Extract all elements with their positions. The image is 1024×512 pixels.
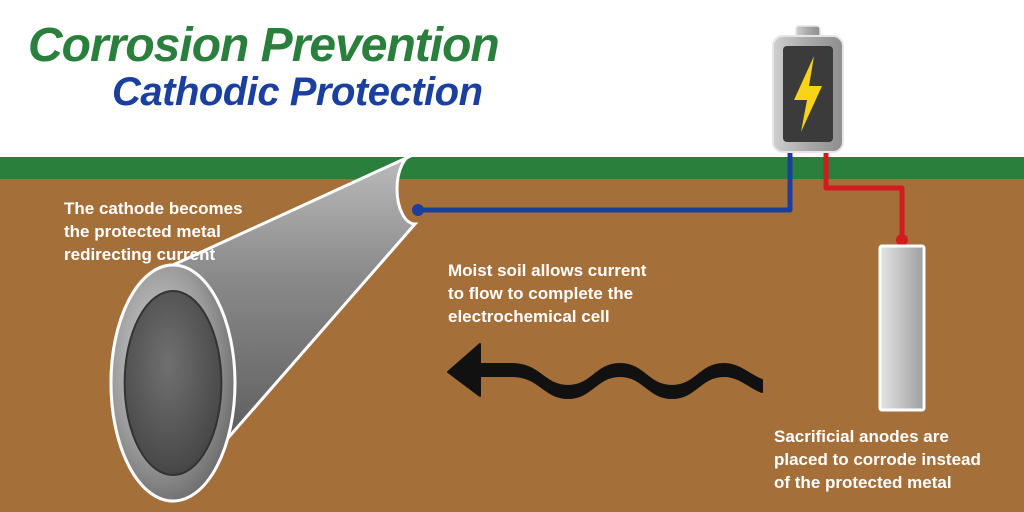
title-sub: Cathodic Protection <box>112 70 483 115</box>
caption-anode: Sacrificial anodes areplaced to corrode … <box>774 426 981 495</box>
infographic-stage: Corrosion Prevention Cathodic Protection <box>0 0 1024 512</box>
caption-cathode: The cathode becomesthe protected metalre… <box>64 198 243 267</box>
grass-strip <box>0 157 1024 179</box>
caption-soil: Moist soil allows currentto flow to comp… <box>448 260 646 329</box>
title-main: Corrosion Prevention <box>28 18 499 73</box>
